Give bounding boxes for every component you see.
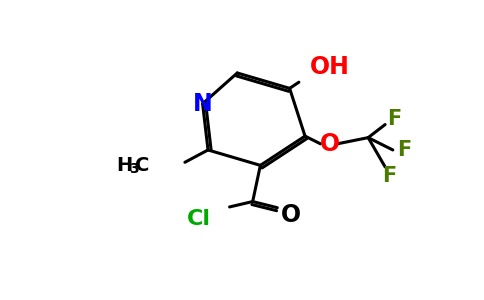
Text: F: F: [397, 140, 411, 160]
Text: OH: OH: [310, 55, 349, 79]
Text: O: O: [319, 132, 340, 156]
Text: O: O: [281, 202, 301, 226]
Text: H: H: [117, 156, 133, 175]
Text: Cl: Cl: [187, 209, 211, 229]
Text: C: C: [135, 156, 149, 175]
Text: F: F: [387, 109, 401, 129]
Text: 3: 3: [129, 162, 139, 176]
Text: N: N: [193, 92, 212, 116]
Text: F: F: [382, 166, 396, 186]
